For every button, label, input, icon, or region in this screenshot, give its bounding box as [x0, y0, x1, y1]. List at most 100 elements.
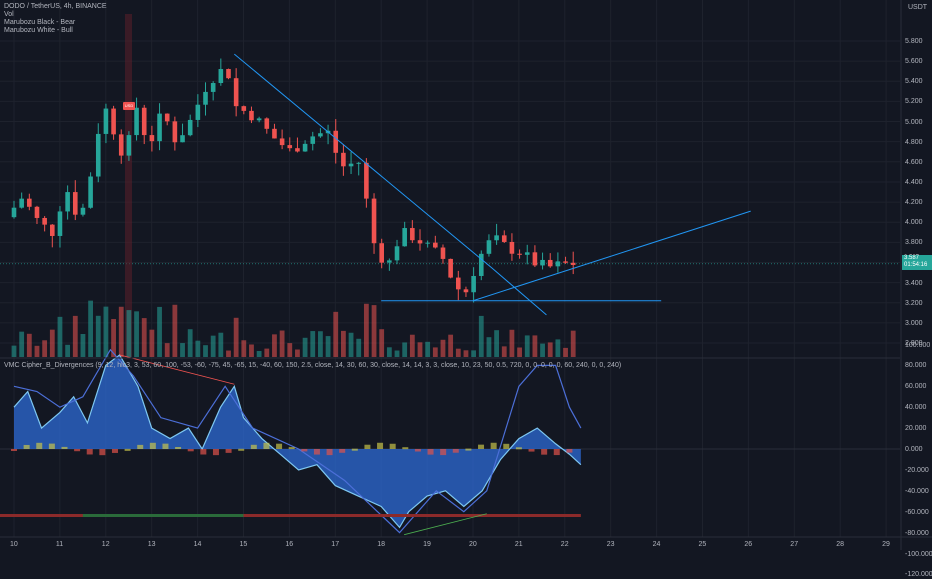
- volume-bar: [509, 329, 515, 357]
- money-flow-bar: [427, 449, 434, 455]
- volume-bar: [195, 340, 201, 357]
- money-flow-bar: [301, 449, 308, 452]
- money-flow-bar: [11, 449, 17, 451]
- candle-body: [379, 243, 384, 263]
- candle-body: [517, 253, 522, 255]
- trendlines[interactable]: [234, 53, 751, 316]
- volume-bar: [226, 350, 231, 357]
- oscillator-tick: -60.000: [905, 508, 929, 516]
- time-tick: 12: [101, 541, 110, 548]
- indicator-marubozu-bull[interactable]: Marubozu White - Bull: [4, 27, 73, 34]
- volume-bar: [210, 335, 216, 357]
- price-tick: 3.000: [905, 319, 923, 327]
- indicator-marubozu-bear[interactable]: Marubozu Black - Bear: [4, 19, 76, 26]
- price-tick: 5.800: [905, 38, 923, 45]
- money-flow-bar: [515, 447, 522, 450]
- price-tick: 3.400: [905, 279, 923, 287]
- volume-bar: [318, 331, 323, 357]
- candle-body: [72, 192, 78, 215]
- volume-bar: [141, 318, 147, 357]
- currency-label: USDT: [908, 4, 928, 11]
- price-tick: 4.800: [905, 138, 923, 146]
- candle-body: [555, 261, 561, 267]
- volume-bar: [295, 349, 300, 357]
- candle-body: [164, 113, 170, 122]
- price-tick: 5.400: [905, 78, 923, 86]
- volume-bar: [180, 343, 185, 357]
- oscillator-tick: 80.000: [905, 362, 927, 370]
- oscillator-title[interactable]: VMC Cipher_B_Divergences (9, 12, hlc3, 3…: [4, 362, 622, 369]
- oscillator-panel: [0, 348, 900, 536]
- candle-body: [364, 162, 369, 199]
- candle-body: [501, 235, 507, 242]
- volume-bar: [103, 306, 109, 357]
- oscillator-tick: -80.000: [905, 529, 929, 537]
- wave-area: [14, 354, 581, 528]
- volume-bar: [264, 348, 270, 357]
- volume-bar: [203, 345, 208, 357]
- volume-bar: [463, 350, 469, 357]
- volume-bar: [555, 339, 561, 357]
- candle-body: [65, 192, 70, 212]
- candle-body: [318, 133, 323, 137]
- candle-body: [509, 241, 515, 254]
- volume-bar: [333, 311, 339, 357]
- candle-body: [478, 253, 484, 276]
- time-tick: 17: [331, 541, 340, 548]
- money-flow-bar: [263, 442, 270, 449]
- bear-divergence: [119, 354, 235, 385]
- money-flow-bar: [313, 449, 320, 455]
- volume-bar: [379, 329, 385, 357]
- volume-bar: [363, 303, 369, 357]
- candle-body: [547, 259, 553, 267]
- last-price-tag: 3.587 01:54:16: [902, 255, 932, 270]
- time-tick: 14: [193, 541, 202, 548]
- candle-body: [42, 217, 47, 225]
- money-flow-bar: [111, 449, 118, 453]
- money-flow-bar: [74, 449, 81, 452]
- time-tick: 16: [285, 541, 294, 548]
- descending-trendline: [234, 53, 547, 316]
- candle-body: [394, 246, 400, 261]
- price-chart[interactable]: [0, 0, 932, 550]
- oscillator-tick: -20.000: [905, 466, 929, 474]
- volume-bar: [272, 334, 277, 357]
- oscillator-tick: -40.000: [905, 487, 929, 495]
- money-flow-bar: [326, 449, 333, 456]
- volume-bar: [440, 339, 446, 357]
- candle-body: [19, 198, 24, 208]
- candle-body: [126, 135, 132, 156]
- candle-body: [264, 118, 270, 129]
- candle-body: [302, 143, 308, 152]
- volume-bar: [279, 330, 285, 357]
- volume-bar: [494, 330, 500, 357]
- candle-body: [287, 145, 293, 149]
- time-tick: 10: [10, 541, 18, 548]
- volume-bars: [11, 300, 576, 357]
- candle-body: [187, 119, 193, 136]
- volume-bar: [49, 329, 55, 357]
- volume-bar: [256, 350, 262, 357]
- money-flow-bar: [238, 448, 245, 451]
- time-tick: 23: [606, 541, 615, 548]
- candle-body: [387, 260, 392, 263]
- volume-bar: [386, 347, 392, 357]
- price-tick: 5.600: [905, 58, 923, 66]
- highlight-column: [125, 14, 132, 357]
- volume-bar: [570, 330, 576, 357]
- candle-body: [88, 176, 93, 208]
- candle-body: [563, 261, 568, 263]
- price-tick: 5.200: [905, 98, 923, 106]
- candle-body: [417, 240, 423, 244]
- indicator-vol[interactable]: Vol: [4, 11, 14, 18]
- money-flow-bar: [276, 443, 283, 449]
- oscillator-tick: -100.000: [905, 550, 932, 558]
- time-tick: 15: [239, 541, 248, 548]
- candle-body: [80, 207, 86, 215]
- volume-bar: [57, 316, 63, 357]
- money-flow-bar: [503, 443, 510, 449]
- oscillator-tick: 20.000: [905, 425, 927, 433]
- candle-body: [471, 275, 476, 293]
- volume-bar: [402, 342, 408, 357]
- volume-bar: [287, 343, 293, 357]
